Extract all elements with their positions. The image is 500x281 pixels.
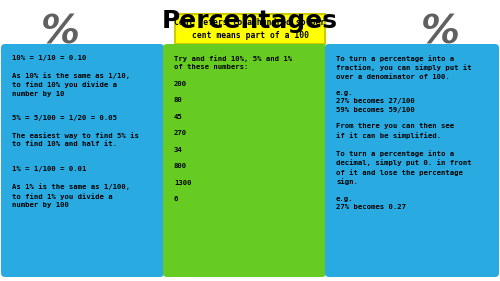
FancyBboxPatch shape <box>1 44 164 277</box>
FancyBboxPatch shape <box>163 44 326 277</box>
Text: 10% = 1/10 = 0.10

As 10% is the same as 1/10,
to find 10% you divide a
number b: 10% = 1/10 = 0.10 As 10% is the same as … <box>12 55 139 208</box>
Text: Cent refers to a hundred so per
cent means part of a 100: Cent refers to a hundred so per cent mea… <box>174 18 326 40</box>
FancyBboxPatch shape <box>325 44 499 277</box>
Text: %: % <box>420 13 460 51</box>
Text: Percentages: Percentages <box>162 9 338 33</box>
Text: %: % <box>40 13 80 51</box>
Text: Try and find 10%, 5% and 1%
of these numbers:

200

80

45

270

34

800

1300

: Try and find 10%, 5% and 1% of these num… <box>174 55 292 202</box>
FancyBboxPatch shape <box>175 14 325 44</box>
Text: To turn a percentage into a
fraction, you can simply put it
over a denominator o: To turn a percentage into a fraction, yo… <box>336 55 471 210</box>
